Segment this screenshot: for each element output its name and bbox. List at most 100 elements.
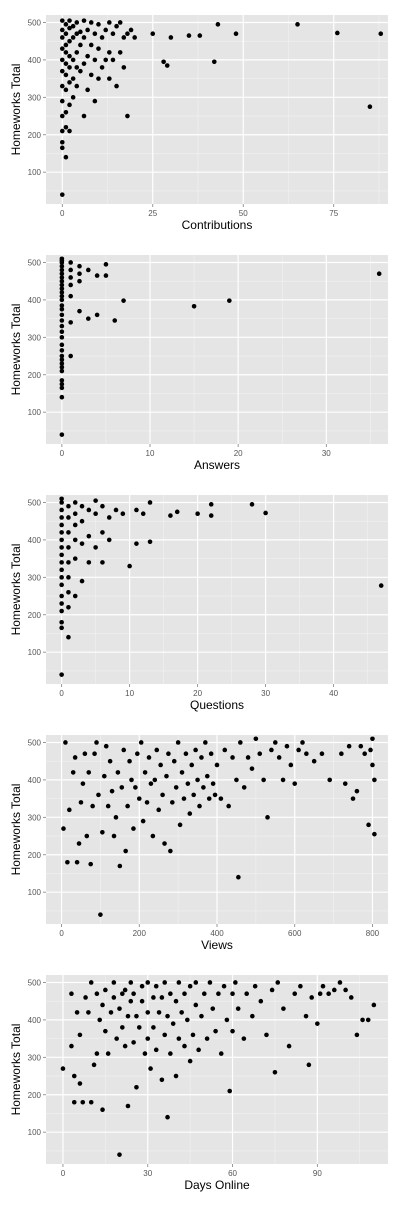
data-point [86, 533, 92, 539]
data-point [365, 1017, 371, 1023]
data-point [160, 792, 165, 798]
data-point [139, 983, 145, 989]
data-point [346, 743, 352, 749]
data-point [59, 145, 65, 151]
data-point [218, 796, 224, 801]
data-point [142, 1051, 148, 1056]
plot-panel [46, 255, 388, 444]
data-point [85, 27, 90, 33]
data-point [170, 800, 175, 805]
data-point [152, 777, 158, 783]
data-point [59, 432, 65, 437]
data-point [165, 1114, 170, 1120]
data-point [72, 755, 78, 760]
data-point [70, 23, 76, 29]
data-point [125, 1103, 131, 1109]
data-point [61, 826, 66, 831]
data-point [227, 298, 232, 303]
y-tick-label: 100 [28, 168, 42, 177]
data-point [342, 781, 348, 786]
data-point [269, 747, 274, 753]
data-point [269, 987, 275, 993]
data-point [74, 859, 80, 865]
data-point [59, 139, 65, 145]
data-point [146, 755, 152, 760]
x-tick-label: 400 [210, 929, 224, 938]
data-point [59, 545, 64, 550]
data-point [67, 128, 72, 134]
data-point [105, 1051, 111, 1056]
y-tick-label: 100 [28, 1128, 42, 1137]
data-point [103, 273, 109, 278]
data-point [204, 1036, 210, 1041]
data-point [63, 740, 68, 745]
data-point [90, 803, 95, 809]
data-point [303, 1013, 309, 1019]
x-tick-label: 90 [313, 1169, 322, 1178]
data-point [367, 104, 373, 109]
data-point [135, 751, 140, 757]
data-point [96, 76, 101, 81]
data-point [127, 758, 132, 764]
data-point [68, 275, 73, 280]
data-point [168, 35, 174, 40]
data-point [86, 267, 91, 273]
data-point [186, 33, 192, 38]
y-tick-label: 300 [28, 93, 42, 102]
data-point [77, 308, 82, 314]
data-point [59, 256, 65, 262]
data-point [159, 1077, 165, 1083]
data-point [241, 785, 247, 790]
data-point [59, 293, 65, 299]
data-point [86, 770, 92, 775]
data-point [59, 342, 65, 348]
data-point [77, 263, 82, 269]
data-point [210, 781, 216, 786]
data-point [74, 50, 80, 55]
data-point [150, 31, 156, 37]
data-point [103, 987, 108, 993]
data-point [134, 507, 139, 513]
data-point [77, 278, 82, 284]
data-point [263, 510, 268, 516]
data-point [70, 35, 76, 40]
data-point [66, 575, 71, 580]
data-point [210, 1006, 216, 1011]
data-point [59, 46, 65, 51]
data-point [97, 1017, 103, 1023]
data-point [63, 124, 69, 130]
data-point [168, 848, 173, 854]
data-point [371, 1002, 377, 1008]
data-point [214, 762, 220, 768]
data-point [276, 755, 282, 760]
data-point [81, 18, 87, 23]
data-point [59, 35, 65, 40]
data-point [378, 31, 384, 37]
data-point [272, 740, 278, 745]
data-point [94, 312, 100, 318]
data-point [280, 777, 286, 783]
data-point [63, 87, 69, 93]
data-point [125, 1013, 131, 1019]
data-point [59, 625, 64, 631]
data-point [372, 831, 377, 837]
data-point [59, 329, 65, 335]
x-tick-label: 0 [61, 1169, 66, 1178]
data-point [91, 1062, 97, 1068]
data-point [66, 530, 71, 535]
data-point [230, 1028, 235, 1034]
data-point [170, 1021, 176, 1026]
data-point [67, 807, 72, 813]
data-point [244, 991, 249, 997]
data-point [162, 1032, 168, 1038]
data-point [148, 1066, 153, 1071]
data-point [161, 59, 166, 65]
y-tick-label: 300 [28, 573, 42, 582]
data-point [317, 991, 323, 997]
data-point [59, 286, 65, 291]
data-point [78, 800, 84, 805]
data-point [59, 378, 65, 383]
data-point [113, 507, 119, 513]
data-point [100, 830, 105, 835]
data-point [272, 1070, 278, 1075]
